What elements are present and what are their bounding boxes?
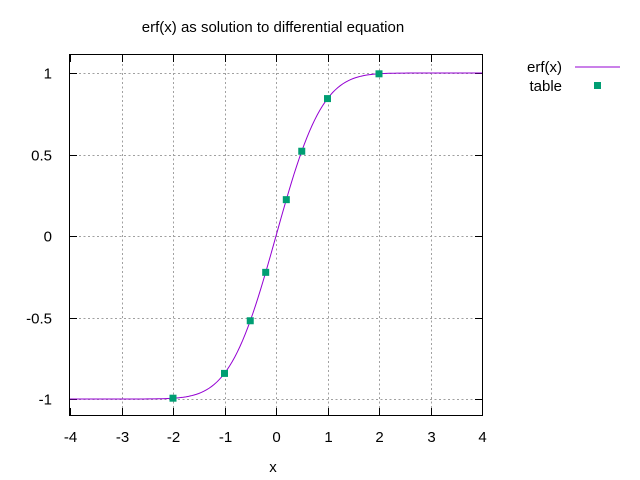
x-tick-label: -1 [219,429,232,446]
legend-swatch-table [594,82,601,89]
x-tick-label: 1 [324,429,332,446]
data-point-table [169,394,177,402]
x-tick-label: 4 [478,429,486,446]
plot-border [69,54,483,416]
data-point-table [324,95,331,103]
x-tick-label: -3 [116,429,129,446]
data-point-table [282,196,290,204]
data-point-table [221,369,228,377]
data-point-table [262,268,270,276]
legend: erf(x) table [527,59,620,95]
data-point-table [375,70,383,78]
x-tick-label: -2 [167,429,180,446]
x-tick-label: 2 [375,429,383,446]
y-tick-label: -0.5 [26,311,52,328]
ticks: -4 -3 -2 -1 0 1 2 3 4 1 0.5 0 -0.5 -1 [26,55,487,446]
x-tick-label: 3 [427,429,435,446]
y-tick-label: 0 [44,229,52,246]
x-tick-label: -4 [64,429,77,446]
y-tick-label: 1 [44,66,52,83]
series-line-erf [70,72,482,400]
x-tick-label: 0 [272,429,280,446]
series-layer [70,70,482,402]
y-tick-label: -1 [39,392,52,409]
legend-label-table: table [529,78,562,95]
legend-label-erf: erf(x) [527,59,562,76]
data-point-table [246,317,254,325]
x-axis-label: x [269,459,277,476]
y-tick-label: 0.5 [31,148,52,165]
data-point-table [298,147,306,155]
chart-title: erf(x) as solution to differential equat… [142,19,404,36]
